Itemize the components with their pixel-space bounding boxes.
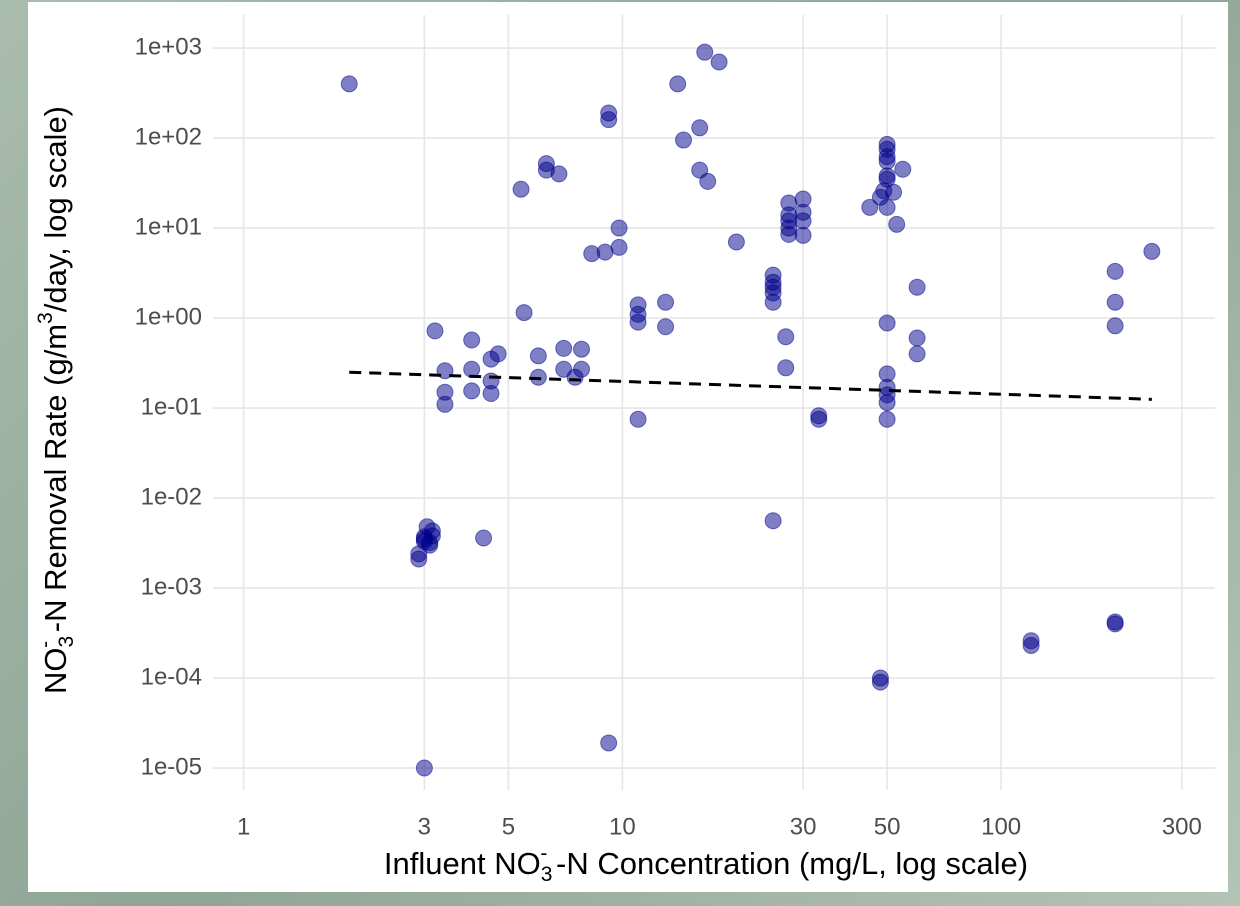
point (764, 512, 782, 530)
axis-title-part: -N Removal Rate (g/m (38, 324, 73, 641)
point (610, 219, 628, 237)
y-tick-label: 1e+00 (135, 303, 202, 330)
point (691, 119, 709, 137)
y-tick-label: 1e-01 (141, 393, 202, 420)
x-axis-title: Influent NO3- -N Concentration (mg/L, lo… (384, 842, 1028, 886)
point (600, 734, 618, 752)
axis-title-part: Influent NO (384, 846, 541, 881)
x-tick-label: 30 (790, 813, 817, 840)
point (878, 410, 896, 428)
point (629, 313, 647, 331)
x-tick-label: 50 (874, 813, 901, 840)
x-tick-label: 10 (609, 813, 636, 840)
point (1106, 615, 1124, 633)
point (463, 360, 481, 378)
y-tick-label: 1e-04 (141, 663, 202, 690)
point (426, 322, 444, 340)
y-tick-label: 1e-05 (141, 753, 202, 780)
point (675, 131, 693, 149)
point (888, 215, 906, 233)
point (1106, 262, 1124, 280)
point (573, 340, 591, 358)
point (421, 534, 439, 552)
axis-title-part: - (34, 641, 57, 648)
point (871, 673, 889, 691)
point (489, 345, 507, 363)
axis-title-part: /day, log scale) (38, 106, 73, 312)
x-tick-label: 1 (237, 813, 250, 840)
point (610, 238, 628, 256)
point (512, 180, 530, 198)
point (529, 347, 547, 365)
point (657, 293, 675, 311)
point (908, 278, 926, 296)
point (657, 318, 675, 336)
point (573, 360, 591, 378)
point (463, 331, 481, 349)
point (600, 111, 618, 129)
trend-line (349, 370, 1152, 401)
point (340, 75, 358, 93)
point (894, 160, 912, 178)
point (1143, 242, 1161, 260)
y-tick-label: 1e+03 (135, 33, 202, 60)
axis-title-part: 3 (541, 863, 553, 886)
y-axis-title: NO3- -N Removal Rate (g/m3/day, log scal… (34, 106, 78, 694)
y-tick-label: 1e-02 (141, 483, 202, 510)
point (794, 226, 812, 244)
point (515, 304, 533, 322)
axis-title-part: 3 (34, 312, 57, 324)
axis-title-part: 3 (55, 636, 78, 648)
point (475, 529, 493, 547)
point (415, 759, 433, 777)
point (1106, 317, 1124, 335)
point (669, 75, 687, 93)
point (878, 152, 896, 170)
point (878, 394, 896, 412)
point (727, 233, 745, 251)
point (861, 198, 879, 216)
point (555, 339, 573, 357)
point (878, 198, 896, 216)
point (629, 410, 647, 428)
x-tick-label: 300 (1162, 813, 1202, 840)
point (1106, 293, 1124, 311)
x-tick-label: 3 (418, 813, 431, 840)
point (410, 550, 428, 568)
point (810, 410, 828, 428)
point (908, 345, 926, 363)
point (436, 395, 454, 413)
point (463, 382, 481, 400)
point (550, 165, 568, 183)
axis-title-part: - (540, 842, 547, 865)
point (885, 183, 903, 201)
point (908, 329, 926, 347)
point (482, 385, 500, 403)
panel-background (28, 2, 1228, 892)
x-tick-label: 100 (981, 813, 1021, 840)
point (777, 328, 795, 346)
point (794, 212, 812, 230)
marks (340, 43, 1161, 777)
y-tick-label: 1e+02 (135, 123, 202, 150)
point (764, 293, 782, 311)
point (878, 314, 896, 332)
point (696, 43, 714, 61)
y-tick-label: 1e+01 (135, 213, 202, 240)
point (780, 225, 798, 243)
point (699, 172, 717, 190)
axis-title-part: -N Concentration (mg/L, log scale) (547, 846, 1028, 881)
x-tick-label: 5 (502, 813, 515, 840)
point (777, 359, 795, 377)
point (1022, 636, 1040, 654)
point (710, 53, 728, 71)
axis-title-part: NO (38, 648, 73, 695)
y-tick-label: 1e-03 (141, 573, 202, 600)
